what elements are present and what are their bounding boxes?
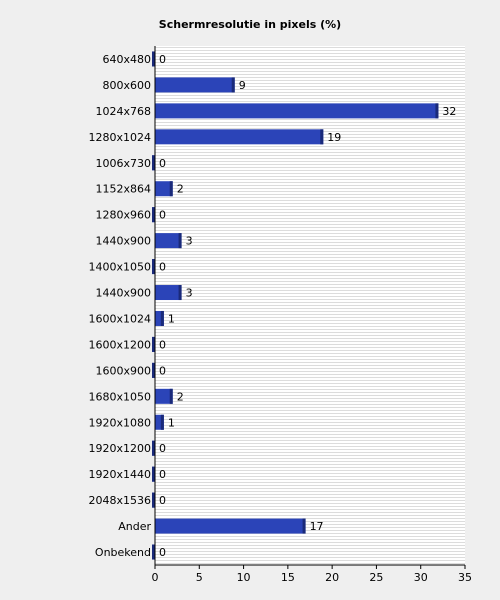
bar-edge	[320, 129, 324, 145]
bar	[155, 77, 235, 93]
bar-edge	[160, 310, 164, 326]
data-label: 1	[168, 416, 175, 429]
category-label: 1920x1200	[89, 442, 152, 455]
category-label: 640x480	[102, 53, 151, 66]
category-label: 1280x1024	[89, 131, 152, 144]
bar-edge	[169, 388, 173, 404]
bar-edge	[178, 285, 182, 301]
x-tick-label: 10	[237, 571, 251, 584]
category-label: 1440x900	[96, 287, 152, 300]
bar	[155, 129, 324, 145]
bar	[155, 310, 164, 326]
data-label: 0	[159, 468, 166, 481]
bar-edge	[152, 51, 155, 67]
bar-edge	[178, 233, 182, 249]
category-label: 1920x1440	[89, 468, 152, 481]
bar-edge	[302, 518, 306, 534]
bar	[155, 518, 306, 534]
category-label: 800x600	[102, 79, 151, 92]
data-label: 0	[159, 364, 166, 377]
data-label: 9	[239, 79, 246, 92]
category-label: Ander	[118, 520, 151, 533]
bar	[155, 285, 182, 301]
bar-edge	[152, 544, 155, 560]
data-label: 0	[159, 442, 166, 455]
bar-edge	[160, 414, 164, 430]
category-label: 1006x730	[96, 157, 152, 170]
category-label: 1600x1200	[89, 338, 152, 351]
category-label: 1024x768	[96, 105, 152, 118]
bar-edge	[152, 259, 155, 275]
data-label: 3	[186, 235, 193, 248]
data-label: 3	[186, 287, 193, 300]
data-label: 0	[159, 209, 166, 222]
category-label: 1440x900	[96, 235, 152, 248]
bar-edge	[152, 492, 155, 508]
x-tick-label: 25	[369, 571, 383, 584]
category-label: 1400x1050	[89, 261, 152, 274]
bar-edge	[152, 207, 155, 223]
data-label: 0	[159, 494, 166, 507]
category-label: 2048x1536	[89, 494, 152, 507]
bar-edge	[435, 103, 439, 119]
data-label: 0	[159, 53, 166, 66]
category-label: 1920x1080	[89, 416, 152, 429]
category-label: 1600x900	[96, 364, 152, 377]
bar-edge	[152, 440, 155, 456]
category-label: Onbekend	[95, 546, 151, 559]
chart-title: Schermresolutie in pixels (%)	[158, 18, 342, 31]
x-tick-label: 20	[325, 571, 339, 584]
bar-edge	[152, 336, 155, 352]
data-label: 2	[177, 390, 184, 403]
bar-edge	[152, 362, 155, 378]
x-tick-label: 0	[152, 571, 159, 584]
bar	[155, 414, 164, 430]
category-label: 1600x1024	[89, 312, 152, 325]
data-label: 0	[159, 338, 166, 351]
x-tick-label: 5	[196, 571, 203, 584]
bar-edge	[152, 155, 155, 171]
data-label: 0	[159, 546, 166, 559]
bar-edge	[231, 77, 235, 93]
bar-edge	[169, 181, 173, 197]
bar	[155, 233, 182, 249]
data-label: 2	[177, 183, 184, 196]
data-label: 1	[168, 312, 175, 325]
x-tick-label: 15	[281, 571, 295, 584]
x-tick-label: 30	[414, 571, 428, 584]
data-label: 0	[159, 261, 166, 274]
data-label: 32	[442, 105, 456, 118]
data-label: 17	[310, 520, 324, 533]
category-label: 1152x864	[96, 183, 152, 196]
category-label: 1680x1050	[89, 390, 152, 403]
data-label: 0	[159, 157, 166, 170]
bar-edge	[152, 466, 155, 482]
bar	[155, 181, 173, 197]
bar	[155, 103, 439, 119]
bar	[155, 388, 173, 404]
category-label: 1280x960	[96, 209, 152, 222]
x-tick-label: 35	[458, 571, 472, 584]
data-label: 19	[327, 131, 341, 144]
